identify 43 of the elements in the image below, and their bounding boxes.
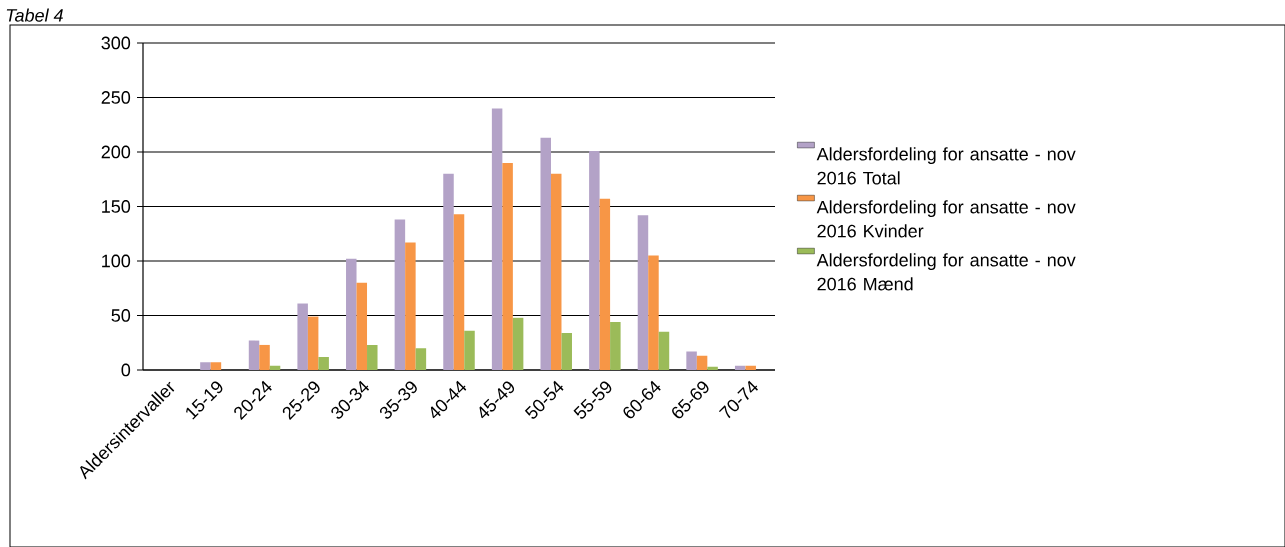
bar [318, 356, 329, 370]
bar [491, 108, 503, 370]
bar [561, 332, 572, 370]
bar [394, 219, 406, 370]
bar [599, 198, 611, 370]
legend-label: Aldersfordeling for ansatte - nov 2016 Kvinder [816, 200, 1076, 238]
bar [637, 215, 649, 370]
y-tick-label: 50 [111, 309, 131, 322]
y-tick-label: 150 [102, 200, 131, 213]
y-tick-label: 200 [101, 145, 131, 159]
bar [453, 214, 465, 370]
bar [589, 150, 600, 370]
bar [346, 258, 357, 370]
y-tick-label: 300 [101, 36, 131, 50]
bar [248, 340, 260, 370]
bar [415, 348, 427, 370]
bar [443, 173, 454, 370]
bar [356, 282, 368, 370]
bar [540, 137, 551, 370]
bar [200, 362, 211, 370]
bar [610, 322, 621, 370]
legend-label: Aldersfordeling for ansatte - nov 2016 Total [816, 147, 1076, 185]
bar [464, 330, 475, 370]
bar [696, 355, 708, 370]
bar [307, 316, 319, 370]
chart-title: Tabel 4 [6, 8, 63, 22]
bar [658, 331, 670, 370]
bar [512, 317, 524, 370]
bar [210, 362, 222, 370]
y-tick-label: 100 [102, 254, 131, 268]
y-tick-label: 250 [101, 91, 131, 104]
bar [297, 303, 308, 370]
bar [502, 162, 513, 370]
bar [405, 242, 416, 370]
legend-label: Aldersfordeling for ansatte - nov 2016 Mænd [816, 253, 1076, 291]
bar [648, 255, 659, 370]
bar [707, 366, 718, 370]
bar [686, 351, 697, 370]
bar [745, 365, 756, 370]
y-tick-label: 0 [121, 363, 131, 377]
bar [367, 344, 378, 370]
bar [259, 344, 270, 370]
bar [550, 173, 562, 370]
